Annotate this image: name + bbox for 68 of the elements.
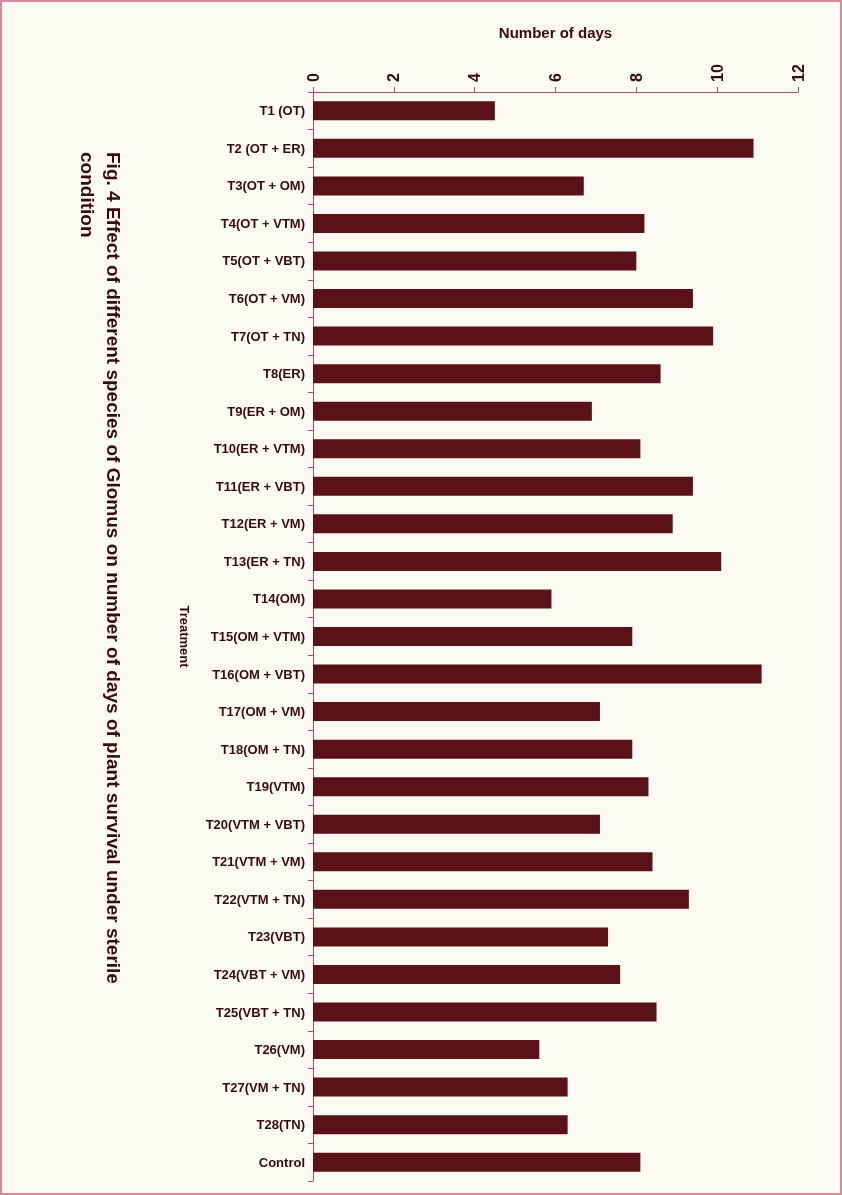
- bar: [313, 289, 693, 309]
- y-tick-label: Control: [258, 1154, 305, 1170]
- y-tick-label: T20(VTM + VBT): [205, 816, 305, 832]
- bar: [313, 213, 645, 233]
- bar: [313, 1152, 641, 1172]
- bar: [313, 401, 592, 421]
- y-tick-label: T9(ER + OM): [227, 403, 305, 419]
- bar: [313, 814, 600, 834]
- y-tick-label: T10(ER + VTM): [213, 441, 305, 457]
- y-tick-label: T4(OT + VTM): [220, 215, 305, 231]
- bar: [313, 927, 609, 947]
- bar: [313, 176, 584, 196]
- bar: [313, 476, 693, 496]
- y-tick-label: T5(OT + VBT): [222, 253, 305, 269]
- y-tick-label: T22(VTM + TN): [214, 891, 305, 907]
- bar: [313, 1040, 540, 1060]
- bar: [313, 439, 641, 459]
- bar: [313, 101, 495, 121]
- bar: [313, 1002, 657, 1022]
- y-tick-label: T14(OM): [253, 591, 305, 607]
- bar: [313, 777, 649, 797]
- bar: [313, 589, 552, 609]
- bar: [313, 889, 689, 909]
- bar: [313, 852, 653, 872]
- bar: [313, 627, 633, 646]
- x-tick-label: 10: [708, 64, 726, 82]
- bar: [313, 702, 600, 722]
- y-tick-label: T27(VM + TN): [222, 1079, 305, 1095]
- bar: [313, 364, 661, 384]
- y-tick-label: T15(OM + VTM): [210, 629, 305, 644]
- y-tick-label: T1 (OT): [259, 103, 305, 119]
- bar: [313, 251, 637, 271]
- text: Fig. 4 Effect of different species of Glomus on number of days of plant survival under sterile condition: [76, 152, 124, 990]
- bar: [313, 138, 754, 158]
- x-tick-label: 12: [789, 64, 807, 82]
- x-tick-label: 6: [547, 73, 564, 82]
- y-tick-label: T25(VBT + TN): [215, 1004, 305, 1020]
- y-tick-label: T23(VBT): [247, 929, 305, 945]
- y-tick-label: T26(VM): [254, 1042, 305, 1058]
- bar: [313, 551, 722, 571]
- bar: [313, 326, 714, 346]
- y-tick-label: T7(OT + TN): [230, 328, 305, 344]
- y-tick-label: T13(ER + TN): [223, 553, 305, 569]
- y-tick-label: T11(ER + VBT): [215, 478, 305, 494]
- y-tick-label: T2 (OT + ER): [226, 140, 305, 156]
- y-tick-label: T18(OM + TN): [220, 741, 305, 757]
- y-tick-label: T16(OM + VBT): [212, 666, 305, 682]
- y-tick-label: T6(OT + VM): [228, 291, 305, 307]
- y-tick-label: T21(VTM + VM): [212, 854, 305, 870]
- bar: [313, 664, 762, 684]
- bar: [313, 739, 633, 759]
- y-tick-label: T12(ER + VM): [221, 516, 305, 532]
- bar: [313, 1115, 568, 1135]
- y-tick-label: T17(OM + VM): [218, 704, 305, 720]
- y-tick-label: T19(VTM): [246, 779, 305, 795]
- bar: [313, 1077, 568, 1097]
- y-tick-label: T28(TN): [256, 1117, 305, 1133]
- bar: [313, 514, 673, 534]
- x-tick-label: 2: [385, 73, 403, 82]
- y-tick-label: T24(VBT + VM): [213, 966, 305, 982]
- y-axis-title: Treatment: [177, 605, 192, 669]
- x-axis-title: Number of days: [498, 24, 613, 41]
- x-tick-label: 8: [627, 73, 645, 82]
- x-tick-label: 4: [466, 73, 484, 82]
- y-tick-label: T3(OT + OM): [227, 178, 305, 194]
- bar: [313, 964, 621, 984]
- y-tick-label: T8(ER): [263, 366, 305, 382]
- x-tick-label: 0: [304, 73, 322, 82]
